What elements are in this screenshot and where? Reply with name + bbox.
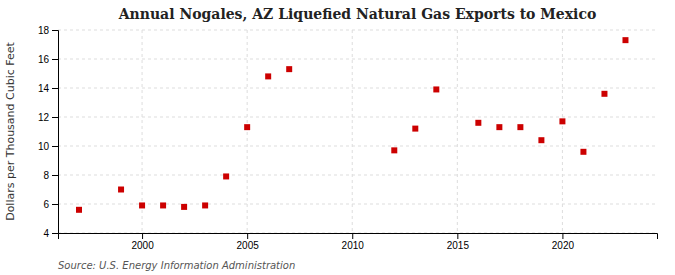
y-tick-label: 18 [38, 25, 50, 36]
point [244, 124, 250, 130]
point [433, 86, 439, 92]
x-tick-mark [352, 233, 353, 239]
x-tick-mark [457, 233, 458, 239]
grid-line-x [247, 30, 248, 233]
x-tick: 2000 [131, 233, 154, 251]
point [391, 147, 397, 153]
x-tick-label: 2020 [552, 240, 575, 251]
x-tick-mark [247, 233, 248, 239]
y-tick-mark [52, 117, 58, 118]
points [76, 37, 628, 213]
point [538, 137, 544, 143]
x-axis: 2000 2005 2010 2015 2020 [59, 233, 658, 251]
y-tick-mark [52, 146, 58, 147]
y-tick-label: 4 [43, 228, 49, 239]
y-axis: 4 6 8 10 12 14 16 18 [38, 25, 59, 239]
x-tick: 2015 [447, 233, 470, 251]
y-tick: 14 [38, 83, 58, 94]
y-tick-mark [52, 233, 58, 234]
grid-line-y [58, 175, 657, 176]
y-tick-mark [52, 175, 58, 176]
grid-line-y [58, 146, 657, 147]
y-tick-mark [52, 204, 58, 205]
grid-line-y [58, 30, 657, 31]
y-tick-label: 6 [43, 199, 49, 210]
point [412, 126, 418, 132]
y-tick-label: 14 [38, 83, 50, 94]
source-note: Source: U.S. Energy Information Administ… [58, 260, 295, 271]
y-tick-mark [52, 88, 58, 89]
grid-line-y [58, 59, 657, 60]
y-axis-line [52, 31, 59, 234]
point [223, 173, 229, 179]
y-tick-mark [52, 30, 58, 31]
point [76, 207, 82, 213]
point [286, 66, 292, 72]
chart: 2000 2005 2010 2015 2020 4 6 8 10 12 14 16 18 Annual … [0, 0, 675, 275]
point [202, 202, 208, 208]
grid-line-y [58, 204, 657, 205]
point [580, 149, 586, 155]
x-tick-label: 2000 [131, 240, 154, 251]
y-tick-mark [52, 59, 58, 60]
point [118, 187, 124, 193]
y-tick: 16 [38, 54, 58, 65]
x-tick: 2020 [552, 233, 575, 251]
x-tick-label: 2005 [237, 240, 260, 251]
y-tick-label: 16 [38, 54, 50, 65]
grid-line-x [352, 30, 353, 233]
point [517, 124, 523, 130]
x-tick-label: 2015 [447, 240, 470, 251]
x-tick-mark [142, 233, 143, 239]
grid-line-y [58, 117, 657, 118]
y-tick: 6 [43, 199, 58, 210]
point [475, 120, 481, 126]
point [496, 124, 502, 130]
y-tick: 12 [38, 112, 58, 123]
y-tick-label: 10 [38, 141, 50, 152]
x-tick: 2010 [342, 233, 365, 251]
y-tick: 8 [43, 170, 58, 181]
point [139, 202, 145, 208]
grid-line-y [58, 88, 657, 89]
x-tick: 2005 [237, 233, 260, 251]
title: Annual Nogales, AZ Liquefied Natural Gas… [118, 6, 597, 22]
point [622, 37, 628, 43]
y-tick: 18 [38, 25, 58, 36]
grid-line-x [457, 30, 458, 233]
y-tick-label: 8 [43, 170, 49, 181]
point [160, 202, 166, 208]
x-tick-label: 2010 [342, 240, 365, 251]
y-tick: 4 [43, 228, 58, 239]
point [601, 91, 607, 97]
y-tick: 10 [38, 141, 58, 152]
grid [58, 30, 657, 233]
point [181, 204, 187, 210]
y-tick-label: 12 [38, 112, 50, 123]
x-tick-mark [562, 233, 563, 239]
x-axis-line [59, 234, 658, 240]
point [265, 73, 271, 79]
grid-line-x [562, 30, 563, 233]
point [559, 118, 565, 124]
plot: 2000 2005 2010 2015 2020 4 6 8 10 12 14 16 18 [38, 25, 658, 251]
y-axis-title: Dollars per Thousand Cubic Feet [4, 41, 17, 220]
